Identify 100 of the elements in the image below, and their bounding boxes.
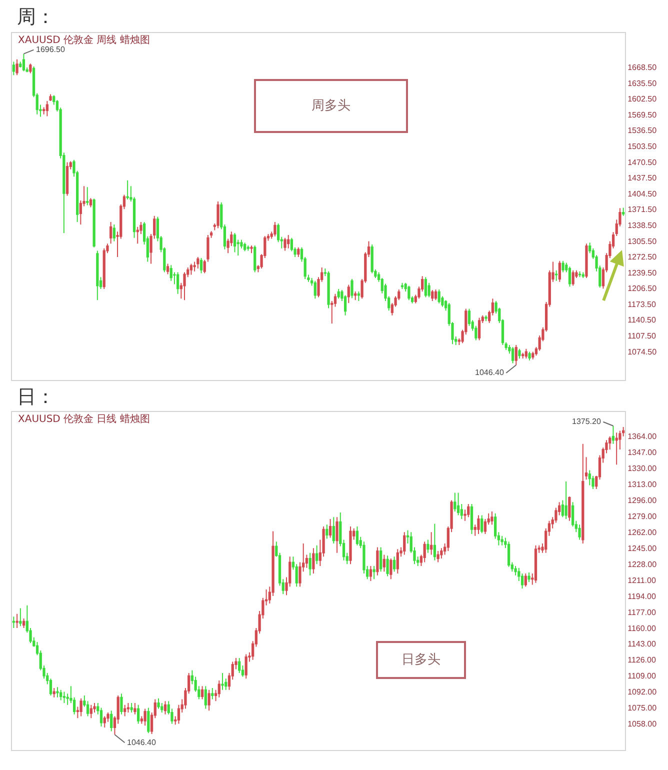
candlestick — [582, 443, 584, 544]
candlestick — [336, 516, 338, 554]
candlestick — [126, 180, 129, 200]
y-tick-label: 1536.50 — [628, 126, 658, 136]
candlestick — [308, 552, 312, 576]
candlestick — [136, 226, 139, 244]
candlestick — [12, 616, 16, 628]
candlestick — [166, 263, 170, 275]
candlestick — [396, 548, 399, 574]
candlestick — [357, 290, 360, 302]
candlestick — [350, 278, 354, 299]
y-tick-label: 1074.50 — [628, 347, 658, 356]
candlestick — [372, 565, 376, 580]
candlestick — [120, 693, 123, 715]
candlestick — [612, 425, 615, 444]
candlestick — [615, 432, 618, 466]
candlestick — [284, 237, 286, 252]
candlestick — [426, 539, 430, 554]
candlestick — [46, 100, 48, 117]
candlestick — [369, 565, 372, 582]
candlestick — [327, 270, 330, 309]
candlestick — [582, 272, 584, 279]
candlestick — [29, 63, 32, 74]
candlestick — [221, 672, 224, 690]
candlestick — [200, 686, 204, 700]
y-tick-label: 1140.50 — [628, 316, 656, 325]
candlestick — [315, 544, 318, 565]
candlestick — [403, 532, 406, 556]
candlestick — [200, 257, 203, 274]
annotation: 1696.50 — [36, 45, 66, 54]
y-tick-label: 1569.50 — [628, 110, 658, 120]
candlestick — [534, 544, 538, 584]
candlestick — [528, 351, 531, 361]
candlestick — [507, 541, 510, 568]
candlestick — [49, 94, 52, 102]
candlestick — [22, 618, 26, 628]
candlestick — [136, 704, 140, 724]
candlestick — [438, 289, 440, 304]
candlestick — [470, 504, 474, 535]
candlestick — [354, 290, 357, 301]
candlestick — [562, 260, 564, 273]
candlestick — [477, 514, 480, 535]
candlestick — [433, 523, 436, 561]
candlestick — [390, 558, 392, 580]
candlestick — [102, 248, 106, 290]
candlestick — [147, 707, 150, 734]
candlestick — [297, 246, 300, 258]
candlestick — [89, 198, 92, 208]
y-tick-label: 1668.50 — [628, 63, 658, 72]
candlestick — [528, 572, 530, 582]
candlestick — [555, 270, 558, 282]
candlestick — [112, 224, 116, 242]
candlestick — [434, 289, 438, 301]
candlestick — [250, 245, 253, 254]
y-tick-label: 1228.00 — [628, 560, 658, 569]
candlestick — [454, 492, 456, 512]
candlestick — [568, 496, 571, 522]
candlestick — [558, 260, 561, 282]
candlestick — [356, 526, 359, 546]
y-tick-label: 1313.00 — [628, 480, 658, 490]
candlestick — [62, 691, 66, 704]
candlestick — [92, 198, 96, 248]
candlestick — [244, 654, 248, 680]
y-tick-label: 1092.00 — [628, 688, 658, 697]
candlestick — [514, 344, 518, 366]
y-tick-label: 1194.00 — [628, 592, 656, 601]
candlestick — [233, 232, 236, 253]
y-tick-label: 1347.00 — [628, 448, 658, 458]
candlestick — [522, 352, 524, 359]
candlestick — [349, 526, 352, 565]
candlestick — [564, 480, 568, 520]
candlestick — [16, 613, 18, 628]
candlestick — [572, 270, 574, 286]
y-tick-label: 1107.50 — [628, 332, 656, 341]
candlestick — [274, 222, 276, 237]
candlestick — [524, 348, 528, 359]
candlestick — [532, 351, 534, 360]
candlestick — [622, 207, 625, 216]
candlestick — [467, 504, 470, 518]
candlestick — [423, 541, 426, 563]
candlestick — [480, 514, 484, 534]
annotation: 1375.20 — [572, 417, 602, 426]
annotation: 1046.40 — [475, 368, 504, 377]
y-tick-label: 1160.00 — [628, 624, 656, 633]
candlestick — [19, 608, 22, 627]
candlestick — [287, 234, 290, 249]
candlestick — [490, 511, 494, 526]
y-tick-label: 1109.00 — [628, 672, 656, 681]
candlestick — [130, 702, 133, 713]
y-tick-label: 1437.50 — [628, 174, 658, 183]
y-tick-label: 1279.00 — [628, 512, 658, 522]
y-tick-label: 1126.00 — [628, 656, 656, 665]
candlestick — [22, 53, 26, 72]
y-tick-label: 1305.50 — [628, 236, 658, 246]
y-tick-label: 1143.00 — [628, 640, 656, 649]
y-tick-label: 1330.00 — [628, 464, 658, 474]
y-tick-label: 1338.50 — [628, 220, 658, 230]
y-tick-label: 1635.50 — [628, 78, 658, 88]
candlestick — [176, 272, 180, 294]
candlestick — [370, 244, 374, 274]
